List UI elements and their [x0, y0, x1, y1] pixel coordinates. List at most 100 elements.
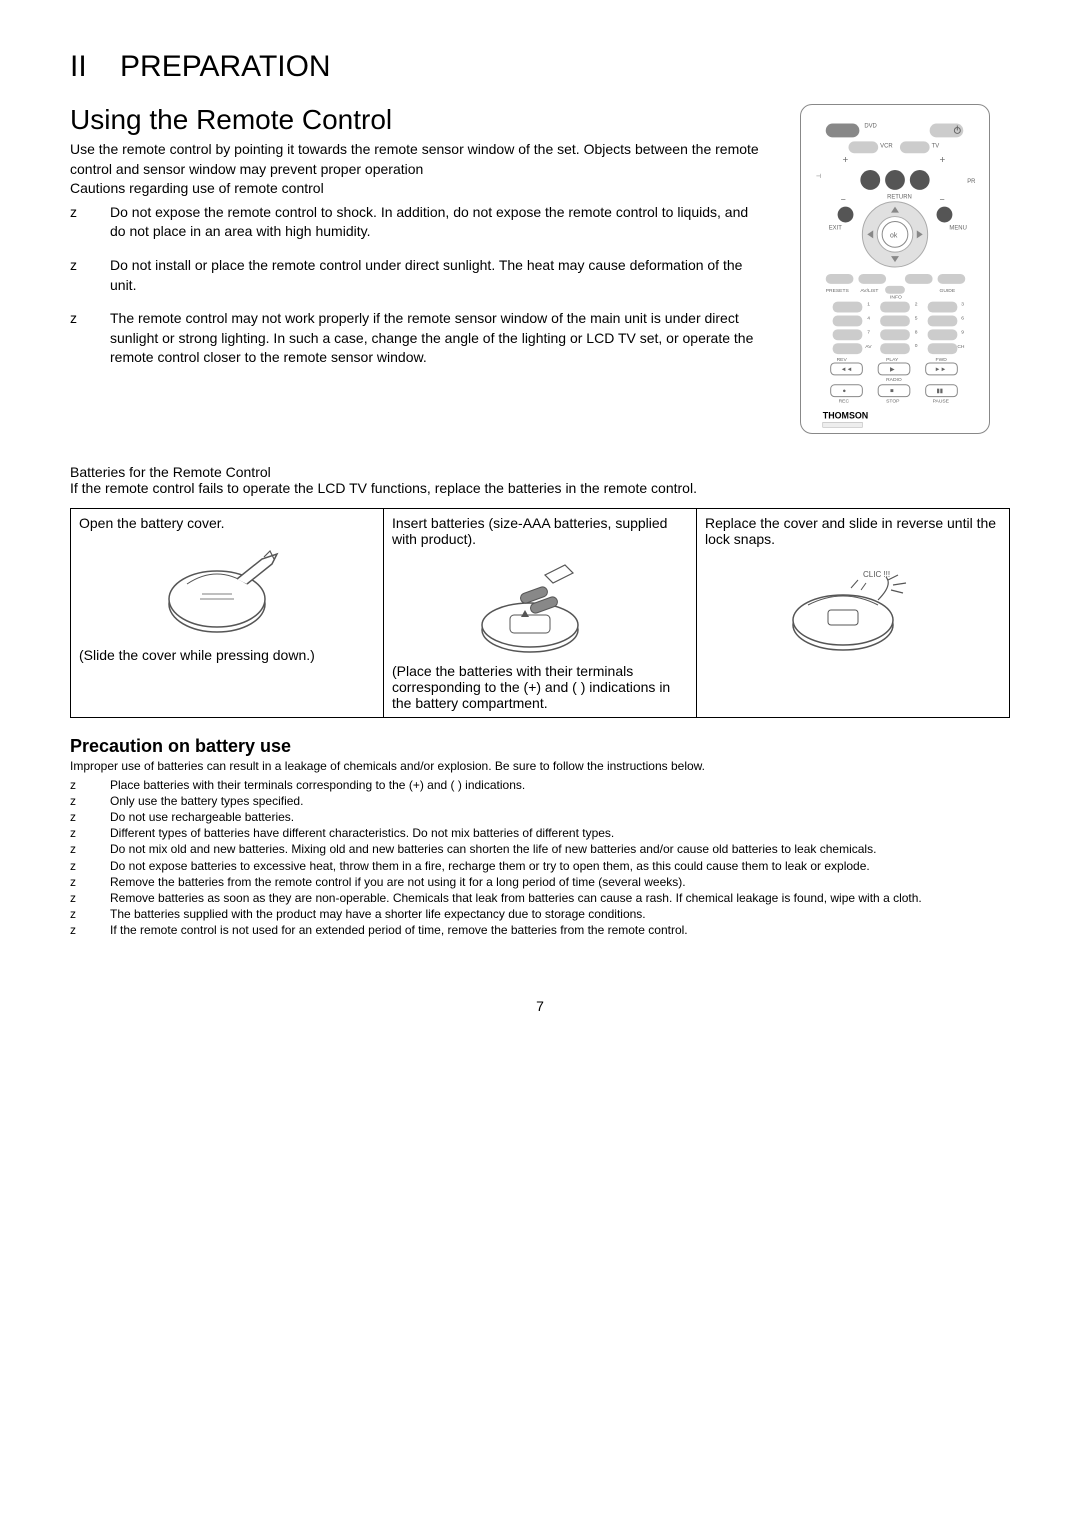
list-item: zThe batteries supplied with the product… [70, 906, 1010, 922]
cell-text-bottom: (Slide the cover while pressing down.) [79, 647, 375, 663]
list-item-text: Do not use rechargeable batteries. [110, 809, 294, 825]
list-item-text: Place batteries with their terminals cor… [110, 777, 525, 793]
svg-text:ok: ok [890, 232, 898, 239]
svg-text:PLAY: PLAY [886, 357, 899, 363]
list-item-text: Do not expose batteries to excessive hea… [110, 858, 870, 874]
svg-text:AV: AV [865, 344, 872, 350]
precaution-title: Precaution on battery use [70, 736, 1010, 757]
svg-text:RETURN: RETURN [887, 195, 912, 201]
list-item: zRemove the batteries from the remote co… [70, 874, 1010, 890]
svg-text:STOP: STOP [886, 399, 900, 405]
bullet-marker: z [70, 906, 110, 922]
precaution-list: zPlace batteries with their terminals co… [70, 777, 1010, 939]
bullet-marker: z [70, 890, 110, 906]
svg-text:CH: CH [957, 344, 965, 350]
svg-text:−: − [940, 195, 945, 205]
svg-text:+: + [940, 155, 946, 166]
intro-paragraph-1: Use the remote control by pointing it to… [70, 140, 760, 179]
list-item-text: Remove the batteries from the remote con… [110, 874, 686, 890]
list-item-text: Do not mix old and new batteries. Mixing… [110, 841, 876, 857]
table-cell: Open the battery cover. (Slide the cover… [71, 509, 384, 718]
svg-text:AV/LIST: AV/LIST [860, 288, 878, 294]
svg-text:●: ● [843, 389, 847, 395]
cautions-list: z Do not expose the remote control to sh… [70, 203, 760, 368]
page-number: 7 [70, 998, 1010, 1014]
bullet-marker: z [70, 793, 110, 809]
battery-cover-open-illustration [79, 539, 375, 639]
svg-text:▮▮: ▮▮ [937, 389, 944, 395]
list-item: zIf the remote control is not used for a… [70, 922, 1010, 938]
svg-text:DVD: DVD [864, 124, 877, 130]
svg-text:PAUSE: PAUSE [933, 399, 950, 405]
section-title-text: PREPARATION [120, 50, 331, 83]
svg-text:−: − [841, 195, 846, 205]
list-item-text: Remove batteries as soon as they are non… [110, 890, 922, 906]
svg-text:8: 8 [915, 329, 918, 335]
svg-text:REV: REV [837, 357, 848, 363]
list-item-text: If the remote control is not used for an… [110, 922, 688, 938]
svg-text:REC: REC [839, 399, 850, 405]
bullet-marker: z [70, 203, 110, 242]
bullet-marker: z [70, 256, 110, 295]
svg-text:INFO: INFO [890, 295, 902, 301]
section-title: II PREPARATION [70, 50, 1010, 84]
list-item: zOnly use the battery types specified. [70, 793, 1010, 809]
batteries-heading: Batteries for the Remote Control [70, 464, 1010, 480]
list-item: zDo not mix old and new batteries. Mixin… [70, 841, 1010, 857]
svg-text:5: 5 [915, 315, 918, 321]
cell-text-top: Open the battery cover. [79, 515, 375, 531]
battery-instruction-table: Open the battery cover. (Slide the cover… [70, 508, 1010, 718]
bullet-marker: z [70, 874, 110, 890]
svg-text:■: ■ [890, 389, 894, 395]
svg-text:TV: TV [932, 143, 940, 149]
svg-text:►►: ►► [935, 367, 947, 373]
bullet-marker: z [70, 309, 110, 368]
svg-text:RADIO: RADIO [886, 377, 902, 383]
svg-text:VCR: VCR [880, 143, 893, 149]
svg-text:6: 6 [961, 315, 964, 321]
bullet-marker: z [70, 922, 110, 938]
table-cell: Replace the cover and slide in reverse u… [697, 509, 1010, 718]
svg-text:7: 7 [867, 329, 870, 335]
list-item-text: Only use the battery types specified. [110, 793, 303, 809]
svg-text:4: 4 [867, 315, 870, 321]
bullet-marker: z [70, 858, 110, 874]
list-item-text: The remote control may not work properly… [110, 309, 760, 368]
list-item: zRemove batteries as soon as they are no… [70, 890, 1010, 906]
bullet-marker: z [70, 841, 110, 857]
bullet-marker: z [70, 809, 110, 825]
bullet-marker: z [70, 777, 110, 793]
table-cell: Insert batteries (size-AAA batteries, su… [384, 509, 697, 718]
svg-text:MENU: MENU [949, 225, 966, 231]
subsection-title: Using the Remote Control [70, 104, 760, 136]
list-item: z The remote control may not work proper… [70, 309, 760, 368]
list-item-text: Do not expose the remote control to shoc… [110, 203, 760, 242]
svg-text:⊣: ⊣ [816, 173, 821, 180]
svg-text:3: 3 [961, 302, 964, 308]
svg-text:1: 1 [867, 302, 870, 308]
svg-text:THOMSON: THOMSON [823, 410, 868, 420]
list-item: zPlace batteries with their terminals co… [70, 777, 1010, 793]
list-item-text: Do not install or place the remote contr… [110, 256, 760, 295]
intro-paragraph-2: Cautions regarding use of remote control [70, 179, 760, 199]
list-item: zDo not expose batteries to excessive he… [70, 858, 1010, 874]
svg-text:FWD: FWD [936, 357, 948, 363]
cell-text-bottom: (Place the batteries with their terminal… [392, 663, 688, 711]
svg-text:▶︎: ▶︎ [890, 367, 895, 373]
remote-control-illustration: DVD VCR TV + + ⊣ PR RETURN − − ok [800, 104, 990, 434]
svg-text:PRESETS: PRESETS [826, 288, 850, 294]
batteries-subtext: If the remote control fails to operate t… [70, 480, 1010, 496]
svg-text:+: + [843, 155, 849, 166]
list-item: z Do not install or place the remote con… [70, 256, 760, 295]
svg-text:◄◄: ◄◄ [841, 367, 853, 373]
list-item: z Do not expose the remote control to sh… [70, 203, 760, 242]
precaution-intro: Improper use of batteries can result in … [70, 759, 1010, 775]
bullet-marker: z [70, 825, 110, 841]
svg-text:9: 9 [961, 329, 964, 335]
svg-text:EXIT: EXIT [829, 225, 843, 231]
svg-text:2: 2 [915, 302, 918, 308]
svg-text:GUIDE: GUIDE [940, 288, 956, 294]
battery-cover-close-illustration: CLIC !!! [705, 555, 1001, 655]
list-item: zDo not use rechargeable batteries. [70, 809, 1010, 825]
svg-text:0: 0 [915, 343, 918, 349]
